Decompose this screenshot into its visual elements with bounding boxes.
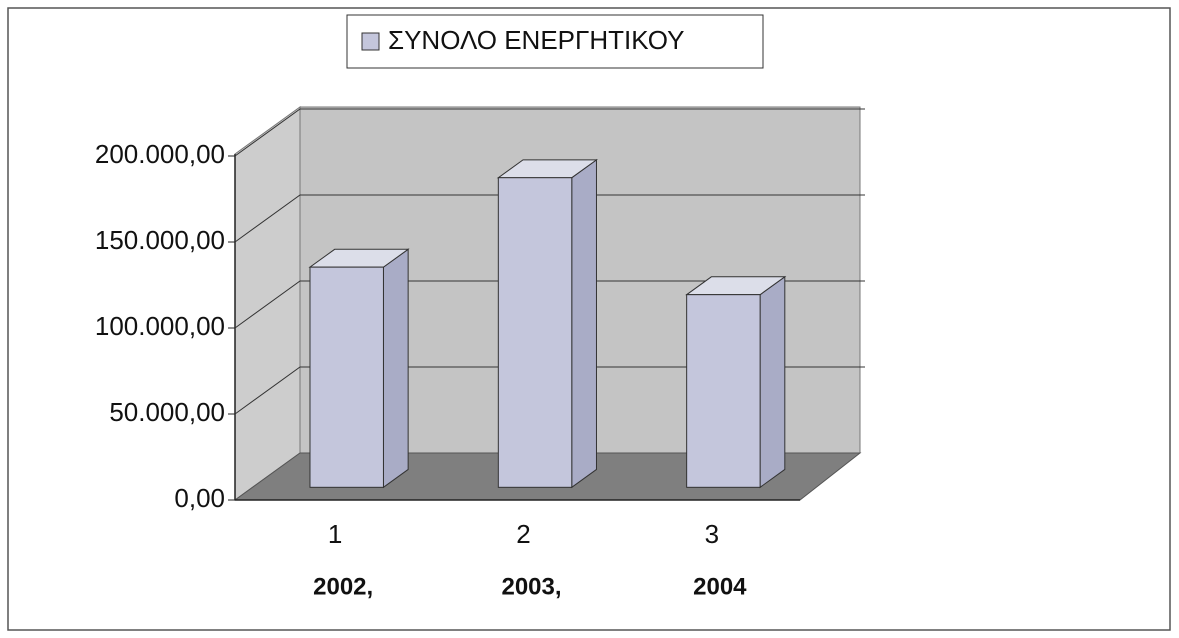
y-tick-label: 0,00 <box>174 483 225 513</box>
bar-side <box>571 158 597 489</box>
x-sublabel: 2004 <box>693 573 747 600</box>
bar <box>309 266 384 488</box>
bar <box>497 177 573 488</box>
y-tick-label: 150.000,00 <box>95 225 225 255</box>
x-tick-label: 2 <box>516 519 530 549</box>
side-wall <box>234 106 301 501</box>
x-tick-label: 1 <box>328 519 342 549</box>
grid-line <box>234 108 865 157</box>
bar <box>686 294 761 488</box>
y-tick-label: 100.000,00 <box>95 311 225 341</box>
legend-box <box>346 14 764 69</box>
bar-side <box>382 248 409 489</box>
x-sublabel: 2003, <box>501 573 561 600</box>
grid-line <box>234 194 865 243</box>
legend-label: ΣΥΝΟΛΟ ΕΝΕΡΓΗΤΙΚΟΥ <box>388 25 685 55</box>
y-tick-label: 50.000,00 <box>109 397 225 427</box>
grid-line <box>234 280 865 329</box>
legend-swatch <box>361 32 380 51</box>
bar-side <box>759 275 786 489</box>
x-tick-label: 3 <box>705 519 719 549</box>
grid-line <box>234 366 865 415</box>
x-sublabel: 2002, <box>313 573 373 600</box>
y-tick-label: 200.000,00 <box>95 139 225 169</box>
